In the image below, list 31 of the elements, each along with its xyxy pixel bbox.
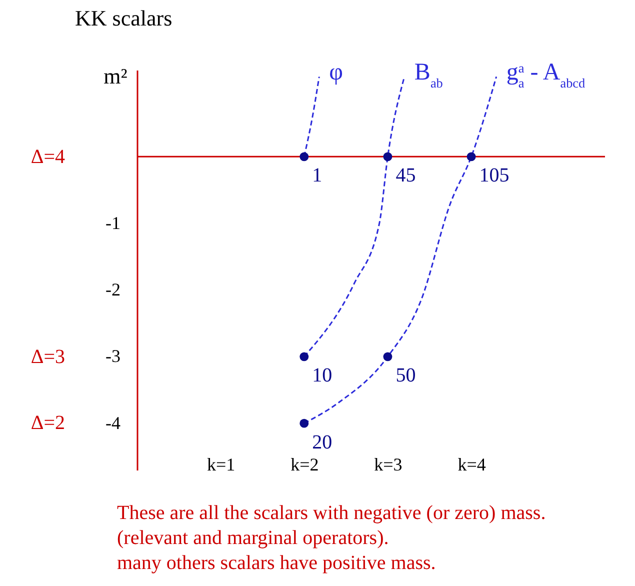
y-tick-label: -2	[106, 280, 120, 300]
annotation: 50	[396, 364, 416, 387]
text: many others scalars have positive mass.	[117, 552, 436, 574]
text: These are all the scalars with negative (or zero) mass.	[117, 502, 546, 524]
text: Δ=4	[30, 146, 65, 168]
series-label: B$_{ab}$	[414, 60, 444, 90]
point	[383, 152, 392, 162]
annotation: 105	[479, 164, 510, 187]
annotation: 10	[312, 364, 332, 387]
text: Δ=3	[30, 346, 65, 368]
annotation: 20	[312, 431, 332, 454]
x-tick-label: k=3	[374, 454, 402, 474]
point	[300, 352, 309, 362]
y-tick-label: -4	[106, 412, 120, 433]
point	[383, 352, 392, 362]
text: Δ=2	[30, 412, 65, 434]
y-axis-title: m²	[104, 64, 128, 88]
text: (relevant and marginal operators).	[117, 527, 389, 549]
y-tick-label: -1	[106, 212, 120, 233]
x-tick-label: k=4	[458, 454, 486, 474]
point	[466, 152, 476, 162]
y-tick-label: -3	[106, 346, 120, 366]
annotation: 45	[396, 164, 416, 187]
point	[300, 418, 309, 428]
series-label: g$^{a}$$_{a}$ - A$_{abcd}$	[506, 60, 586, 90]
point	[300, 152, 309, 162]
annotation: 1	[312, 164, 322, 187]
series-label: φ	[329, 60, 344, 86]
x-tick-label: k=1	[206, 454, 236, 474]
chart-title: KK scalars	[75, 6, 172, 31]
x-tick-label: k=2	[290, 454, 319, 474]
